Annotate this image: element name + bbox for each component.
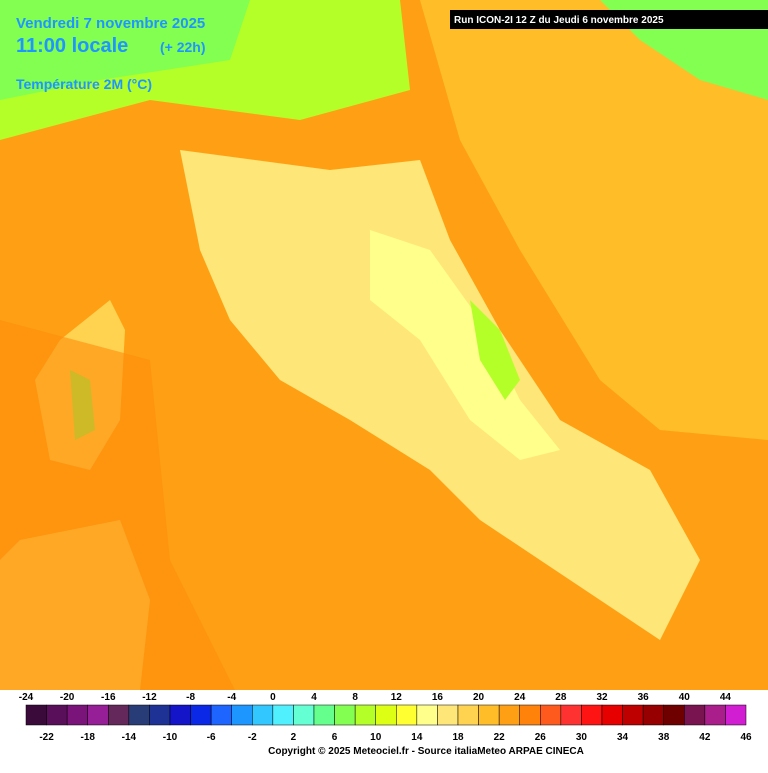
legend-swatch [25, 704, 47, 726]
legend-label: -8 [186, 692, 195, 703]
legend-swatch [190, 704, 212, 726]
legend-background [0, 690, 768, 768]
legend-swatch [354, 704, 376, 726]
legend-swatch [663, 704, 685, 726]
legend-swatch [66, 704, 88, 726]
legend-label: 42 [699, 732, 711, 743]
legend-swatch [437, 704, 459, 726]
legend-label: 4 [311, 692, 317, 703]
legend-swatch [457, 704, 479, 726]
legend-label: -6 [207, 732, 216, 743]
variable: Température 2M (°C) [16, 76, 152, 92]
legend-label: 32 [596, 692, 608, 703]
legend-label: 16 [432, 692, 444, 703]
date: Vendredi 7 novembre 2025 [16, 15, 205, 32]
legend-label: -22 [39, 732, 54, 743]
legend-swatch [416, 704, 438, 726]
legend-label: 30 [576, 732, 588, 743]
legend-swatch [560, 704, 582, 726]
legend-swatch [642, 704, 664, 726]
legend-label: 36 [638, 692, 650, 703]
legend-label: 38 [658, 732, 670, 743]
offset: (+ 22h) [160, 39, 206, 55]
legend-swatch [601, 704, 623, 726]
time: 11:00 locale [16, 35, 128, 57]
legend-swatch [128, 704, 150, 726]
legend-swatch [704, 704, 726, 726]
legend-swatch [252, 704, 274, 726]
legend-swatch [396, 704, 418, 726]
copyright: Copyright © 2025 Meteociel.fr - Source i… [268, 746, 584, 757]
peninsula [180, 150, 700, 640]
legend-label: 44 [720, 692, 732, 703]
legend-label: 22 [494, 732, 506, 743]
legend-swatch [169, 704, 191, 726]
alps-high [0, 0, 250, 100]
legend-label: 34 [617, 732, 629, 743]
legend-swatch [498, 704, 520, 726]
legend-swatch [581, 704, 603, 726]
legend-swatch [622, 704, 644, 726]
legend-swatch [108, 704, 130, 726]
legend-label: -14 [122, 732, 137, 743]
legend-label: 40 [679, 692, 691, 703]
legend-label: -2 [248, 732, 257, 743]
legend-swatch [375, 704, 397, 726]
legend-label: -18 [80, 732, 95, 743]
legend-label: 14 [411, 732, 423, 743]
legend-label: 6 [332, 732, 338, 743]
legend-label: 24 [514, 692, 526, 703]
run-info: Run ICON-2I 12 Z du Jeudi 6 novembre 202… [454, 15, 664, 26]
legend-label: 20 [473, 692, 485, 703]
sea-warm [0, 320, 240, 700]
legend-swatch [478, 704, 500, 726]
legend: -24 -20 -16 -12 -8 -4 0 4 8 12 16 20 24 28 32 36 40 44-22… [19, 692, 752, 743]
legend-label: -10 [163, 732, 178, 743]
legend-swatch [87, 704, 109, 726]
legend-swatch [231, 704, 253, 726]
land-north [0, 0, 768, 440]
legend-swatch [313, 704, 335, 726]
legend-label: 2 [291, 732, 297, 743]
legend-swatch [46, 704, 68, 726]
apennines [370, 230, 560, 460]
legend-label: 0 [270, 692, 276, 703]
apennines-peak [470, 300, 520, 400]
legend-label: 12 [391, 692, 403, 703]
legend-label: 28 [555, 692, 567, 703]
legend-label: 18 [452, 732, 464, 743]
legend-swatch [540, 704, 562, 726]
legend-swatch [293, 704, 315, 726]
legend-swatch [684, 704, 706, 726]
legend-label: -20 [60, 692, 75, 703]
legend-label: 46 [740, 732, 752, 743]
legend-label: 8 [352, 692, 358, 703]
legend-swatch [210, 704, 232, 726]
legend-swatch [334, 704, 356, 726]
legend-label: -4 [227, 692, 236, 703]
legend-label: -24 [19, 692, 34, 703]
legend-label: 26 [535, 732, 547, 743]
legend-swatch [149, 704, 171, 726]
legend-swatch [725, 704, 747, 726]
legend-swatch [272, 704, 294, 726]
legend-label: -12 [142, 692, 157, 703]
run-box [450, 10, 768, 29]
legend-swatch [519, 704, 541, 726]
legend-label: -16 [101, 692, 116, 703]
legend-label: 10 [370, 732, 382, 743]
